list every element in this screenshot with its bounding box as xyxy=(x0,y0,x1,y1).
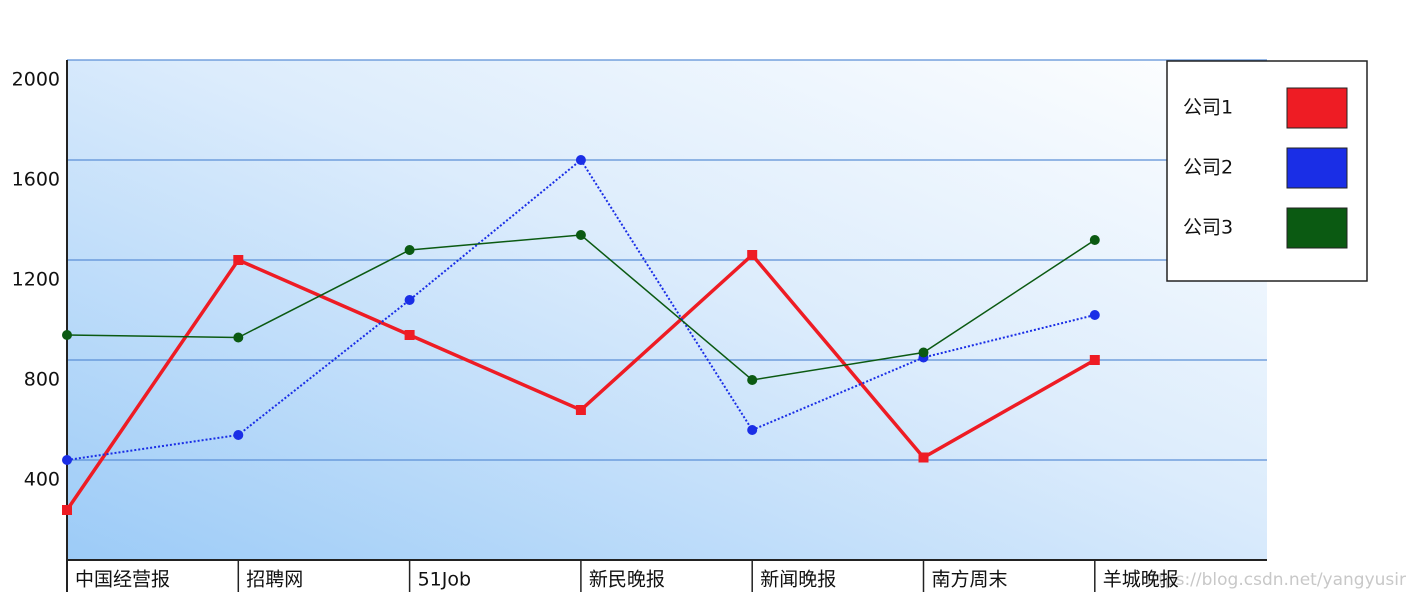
legend-label: 公司1 xyxy=(1183,97,1233,119)
x-tick-label: 中国经营报 xyxy=(75,569,170,591)
point xyxy=(918,452,929,463)
point xyxy=(62,505,72,515)
point xyxy=(575,155,586,165)
point xyxy=(747,375,758,385)
point xyxy=(747,250,758,260)
x-tick-label: 51Job xyxy=(418,569,471,591)
y-tick-label: 1600 xyxy=(12,169,60,191)
x-tick-label: 新闻晚报 xyxy=(760,569,836,591)
point xyxy=(1089,235,1100,245)
point xyxy=(1089,355,1100,365)
legend-swatch xyxy=(1286,147,1348,189)
point xyxy=(233,430,244,440)
point xyxy=(233,255,244,265)
y-tick-label: 800 xyxy=(24,369,60,391)
x-tick-label: 新民晚报 xyxy=(589,569,665,591)
point xyxy=(575,405,586,415)
y-tick-label: 1200 xyxy=(12,269,60,291)
legend-label: 公司2 xyxy=(1183,157,1233,179)
legend-label: 公司3 xyxy=(1183,217,1233,239)
point xyxy=(747,425,758,435)
point xyxy=(404,330,415,340)
point xyxy=(404,295,415,305)
x-tick-label: 南方周末 xyxy=(932,569,1008,591)
watermark: https://blog.csdn.net/yangyusir xyxy=(1141,570,1406,590)
x-tick-label: 招聘网 xyxy=(246,569,303,591)
point xyxy=(404,245,415,255)
point xyxy=(575,230,586,240)
point xyxy=(918,347,929,358)
legend-swatch xyxy=(1286,87,1348,129)
point xyxy=(62,455,72,465)
point xyxy=(62,330,72,340)
y-tick-label: 2000 xyxy=(12,69,60,91)
y-tick-label: 400 xyxy=(24,469,60,491)
x-tick-label: 羊城晚报 xyxy=(1103,569,1179,591)
point xyxy=(233,332,244,343)
legend-swatch xyxy=(1286,207,1348,249)
plot-area xyxy=(67,60,1267,560)
point xyxy=(1089,310,1100,320)
